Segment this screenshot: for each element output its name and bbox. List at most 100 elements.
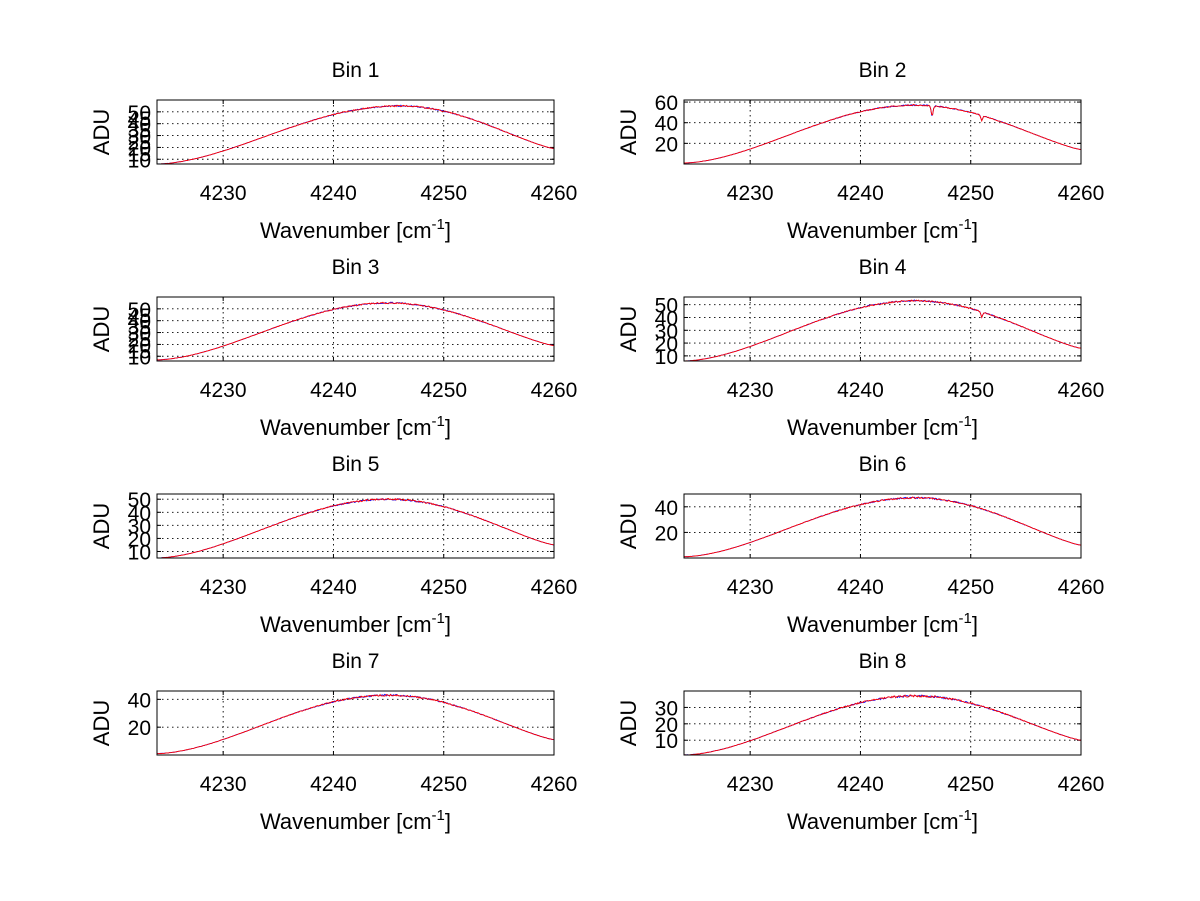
x-tick-label: 4250 [947,182,994,205]
x-tick-label: 4240 [837,773,884,796]
series-line-blue [156,104,555,165]
y-tick-label: 30 [128,323,151,346]
series-line-blue [683,694,1082,756]
y-tick-label: 30 [128,126,151,149]
y-tick-label: 45 [128,305,151,328]
x-tick-label: 4230 [200,182,247,205]
y-axis-label: ADU [616,109,641,155]
x-tick-label: 4250 [420,773,467,796]
x-tick-label: 4230 [727,576,774,599]
series-line-blue [156,301,555,361]
series-line-red [156,693,555,755]
x-axis-label-bracket: ] [972,612,978,637]
y-tick-label: 20 [655,522,678,545]
axes-frame [683,690,1082,756]
x-tick-label: 4240 [310,576,357,599]
y-tick-label: 10 [128,346,151,369]
x-axis-label-text: Wavenumber [cm [787,809,959,834]
x-axis-label-superscript: -1 [432,216,445,233]
y-axis-label: ADU [616,700,641,746]
x-tick-label: 4230 [727,773,774,796]
y-axis-label: ADU [89,503,114,549]
y-tick-label: 20 [128,137,151,160]
x-axis-label: Wavenumber [cm-1] [260,216,451,243]
x-axis-label-text: Wavenumber [cm [787,415,959,440]
y-tick-label: 45 [128,108,151,131]
y-tick-label: 20 [655,714,678,737]
subplot-title: Bin 2 [859,59,907,82]
y-tick-label: 50 [128,489,151,512]
y-tick-label: 50 [128,299,151,322]
y-tick-label: 30 [655,320,678,343]
x-tick-label: 4240 [310,182,357,205]
x-axis-label: Wavenumber [cm-1] [787,413,978,440]
subplot-title: Bin 1 [332,59,380,82]
subplot-7: Bin 7 4230 4240 4250 4260 20 40 Wavenumber [cm-… [89,650,577,834]
axes-frame [683,296,1082,362]
series-line-red [683,104,1082,164]
x-axis-label-bracket: ] [972,415,978,440]
x-axis-label-text: Wavenumber [cm [260,612,432,637]
x-axis-label-superscript: -1 [959,610,972,627]
x-axis-label-bracket: ] [445,612,451,637]
x-axis-label-bracket: ] [445,809,451,834]
series-line-blue [156,497,555,559]
x-tick-label: 4250 [947,576,994,599]
axes-frame [683,493,1082,559]
x-axis-label: Wavenumber [cm-1] [260,610,451,637]
y-axis-label: ADU [616,306,641,352]
x-tick-label: 4250 [420,182,467,205]
series-line-red [683,496,1082,558]
x-tick-label: 4230 [200,576,247,599]
x-axis-label-text: Wavenumber [cm [260,415,432,440]
series-line-blue [683,496,1082,558]
x-axis-label: Wavenumber [cm-1] [787,610,978,637]
axes-frame [156,493,555,559]
x-axis-label: Wavenumber [cm-1] [260,413,451,440]
series-line-red [156,104,555,165]
y-tick-label: 20 [128,334,151,357]
x-axis-label-superscript: -1 [959,807,972,824]
y-tick-label: 35 [128,317,151,340]
x-tick-label: 4230 [200,379,247,402]
x-axis-label-bracket: ] [445,415,451,440]
x-axis-label-bracket: ] [445,218,451,243]
axes-frame [156,99,555,165]
y-tick-label: 60 [655,92,678,115]
x-tick-label: 4260 [531,773,578,796]
y-tick-label: 20 [128,528,151,551]
y-tick-label: 10 [128,541,151,564]
x-tick-label: 4260 [531,576,578,599]
y-tick-label: 10 [128,149,151,172]
y-tick-label: 40 [128,114,151,137]
axes-frame [156,690,555,756]
subplot-title: Bin 7 [332,650,380,673]
x-tick-label: 4240 [837,576,884,599]
x-tick-label: 4260 [531,182,578,205]
subplot-title: Bin 8 [859,650,907,673]
x-axis-label-superscript: -1 [432,610,445,627]
y-axis-label: ADU [89,700,114,746]
x-axis-label-text: Wavenumber [cm [787,218,959,243]
x-tick-label: 4250 [947,773,994,796]
series-line-blue [683,299,1082,362]
x-tick-label: 4260 [531,379,578,402]
series-line-red [683,694,1082,756]
y-axis-label: ADU [616,503,641,549]
x-tick-label: 4230 [200,773,247,796]
x-axis-label-superscript: -1 [959,216,972,233]
series-line-red [156,497,555,559]
y-tick-label: 20 [128,717,151,740]
y-axis-label: ADU [89,306,114,352]
x-axis-label: Wavenumber [cm-1] [787,216,978,243]
y-tick-label: 30 [655,697,678,720]
y-tick-label: 10 [655,346,678,369]
x-axis-label: Wavenumber [cm-1] [260,807,451,834]
x-axis-label-text: Wavenumber [cm [260,218,432,243]
y-tick-label: 10 [655,730,678,753]
y-tick-label: 25 [128,131,151,154]
